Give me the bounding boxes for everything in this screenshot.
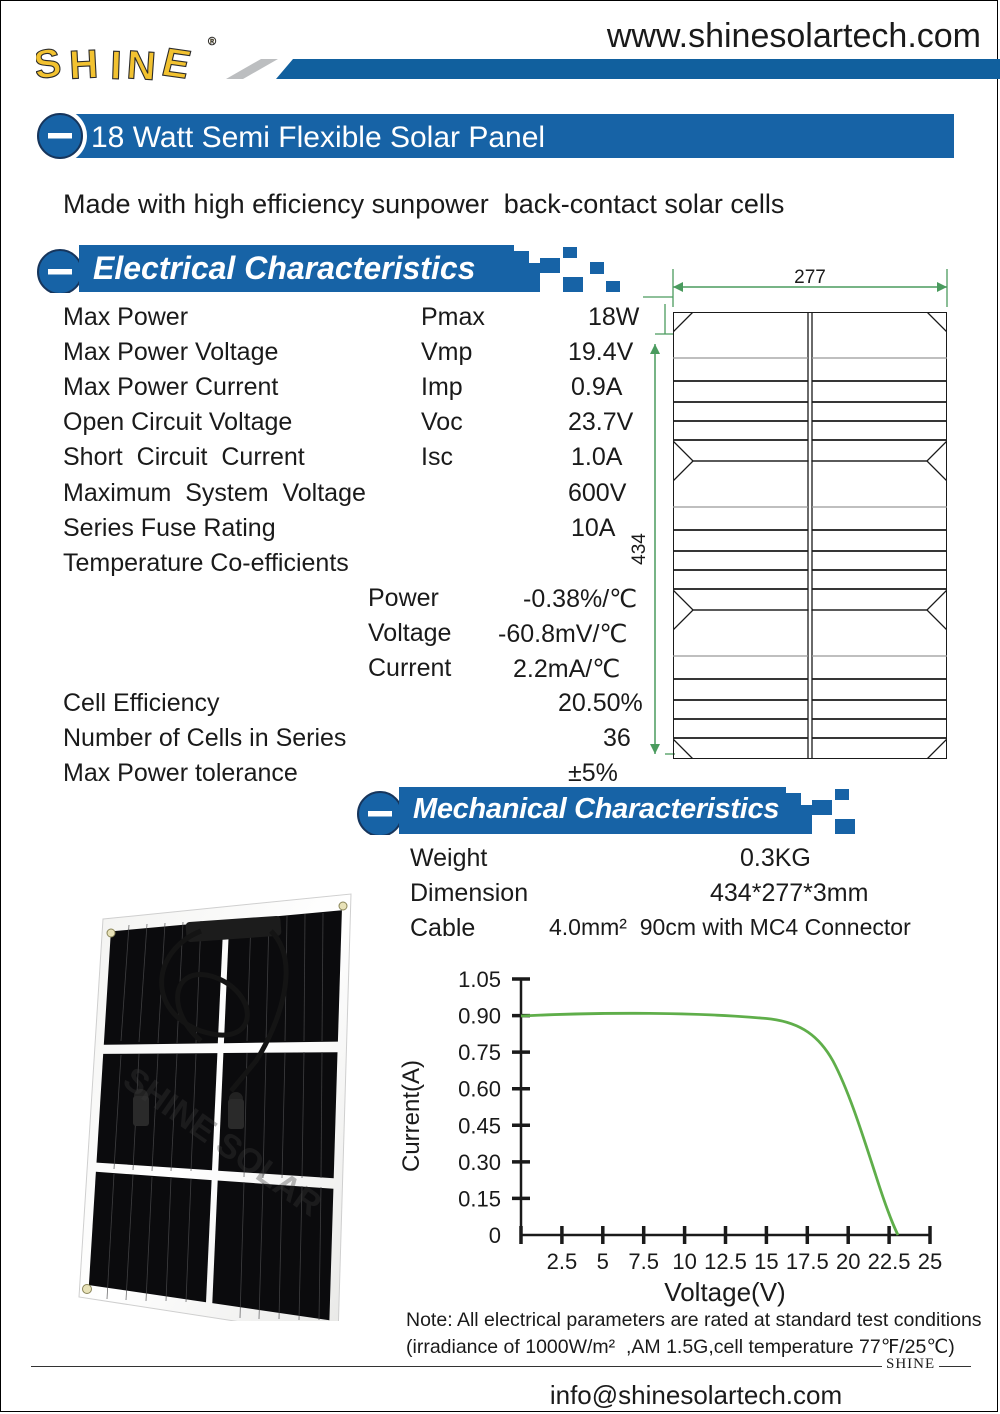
svg-text:12.5: 12.5 xyxy=(704,1249,747,1274)
svg-text:0.30: 0.30 xyxy=(458,1150,501,1175)
svg-text:277: 277 xyxy=(794,267,826,288)
svg-text:H: H xyxy=(68,42,99,87)
svg-text:25: 25 xyxy=(918,1249,942,1274)
svg-text:0.90: 0.90 xyxy=(458,1004,501,1029)
svg-text:Current(A): Current(A) xyxy=(401,1060,425,1172)
svg-text:0: 0 xyxy=(489,1223,501,1248)
svg-text:0.45: 0.45 xyxy=(458,1113,501,1138)
svg-text:20: 20 xyxy=(836,1249,860,1274)
svg-text:2.5: 2.5 xyxy=(547,1249,578,1274)
svg-text:22.5: 22.5 xyxy=(868,1249,911,1274)
svg-text:0.75: 0.75 xyxy=(458,1040,501,1065)
svg-text:0.60: 0.60 xyxy=(458,1077,501,1102)
svg-text:N: N xyxy=(125,43,157,89)
svg-text:Voltage(V): Voltage(V) xyxy=(664,1277,785,1307)
svg-text:I: I xyxy=(110,44,123,88)
svg-text:E: E xyxy=(158,41,195,88)
svg-text:15: 15 xyxy=(754,1249,778,1274)
svg-text:10: 10 xyxy=(672,1249,696,1274)
svg-text:5: 5 xyxy=(597,1249,609,1274)
svg-text:7.5: 7.5 xyxy=(628,1249,659,1274)
svg-text:1.05: 1.05 xyxy=(458,967,501,992)
svg-text:S: S xyxy=(36,41,64,88)
svg-text:17.5: 17.5 xyxy=(786,1249,829,1274)
svg-text:434: 434 xyxy=(629,533,650,565)
svg-text:0.15: 0.15 xyxy=(458,1186,501,1211)
svg-text:®: ® xyxy=(208,36,216,48)
